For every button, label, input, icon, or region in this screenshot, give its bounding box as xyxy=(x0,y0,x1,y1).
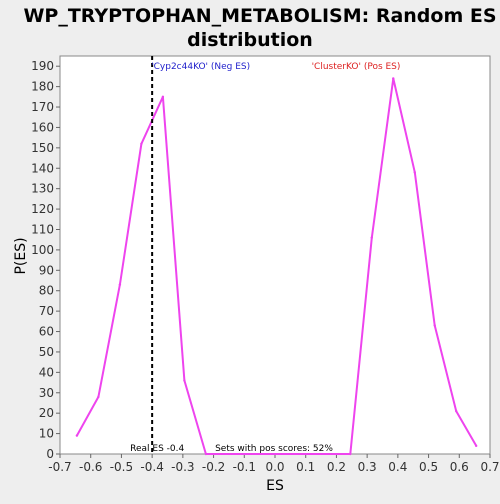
x-tick-label: 0.4 xyxy=(388,460,407,474)
plot-area xyxy=(59,55,491,455)
data-point xyxy=(455,409,458,413)
y-tick-label: 190 xyxy=(31,59,54,73)
x-axis-label: ES xyxy=(266,478,284,494)
y-tick-label: 80 xyxy=(39,284,54,298)
x-tick-label: -0.7 xyxy=(48,460,71,474)
x-tick-label: 0.5 xyxy=(419,460,438,474)
data-point xyxy=(433,324,436,327)
axes: -0.7 -0.6 -0.5 -0.4 -0.3 -0.2 -0.1 0.0 0.1 0.2 0.3… xyxy=(31,59,499,474)
x-tick-label: 0.3 xyxy=(358,460,377,474)
pos-scores-label: Sets with pos scores: 52% xyxy=(215,444,333,454)
y-tick-label: 130 xyxy=(31,182,54,196)
data-point xyxy=(392,77,395,80)
x-tick-label: 0.6 xyxy=(450,460,469,474)
data-point xyxy=(97,395,100,399)
data-point xyxy=(349,452,352,456)
x-tick-label: 0.1 xyxy=(296,460,315,474)
y-tick-label: 160 xyxy=(31,120,54,134)
pos-es-label: 'ClusterKO' (Pos ES) xyxy=(312,62,401,72)
chart-title-line-1: WP_TRYPTOPHAN_METABOLISM: Random ES xyxy=(23,5,496,27)
data-point xyxy=(204,452,208,456)
y-tick-label: 30 xyxy=(39,386,54,400)
y-tick-label: 40 xyxy=(39,365,54,379)
x-tick-label: 0.2 xyxy=(327,460,346,474)
y-tick-label: 60 xyxy=(39,325,54,339)
y-tick-label: 50 xyxy=(39,345,54,359)
x-tick-label: -0.4 xyxy=(140,460,163,474)
data-point xyxy=(161,95,165,99)
y-tick-label: 90 xyxy=(39,263,54,277)
x-tick-label: -0.1 xyxy=(233,460,256,474)
y-tick-label: 0 xyxy=(46,447,54,461)
chart-title-line-2: distribution xyxy=(187,29,313,51)
neg-es-label: 'Cyp2c44KO' (Neg ES) xyxy=(151,62,250,72)
y-tick-label: 120 xyxy=(31,202,54,216)
x-tick-label: 0.7 xyxy=(480,460,499,474)
data-point xyxy=(183,379,186,382)
data-point xyxy=(75,434,79,437)
y-tick-label: 10 xyxy=(39,427,54,441)
data-point xyxy=(118,283,122,286)
data-point xyxy=(413,171,416,174)
y-axis-label: P(ES) xyxy=(13,237,29,274)
data-point xyxy=(370,236,373,239)
y-tick-label: 70 xyxy=(39,304,54,318)
x-tick-label: -0.6 xyxy=(79,460,102,474)
x-tick-label: 0.0 xyxy=(265,460,284,474)
series-layer xyxy=(75,77,478,456)
y-tick-label: 100 xyxy=(31,243,54,257)
y-tick-label: 20 xyxy=(39,406,54,420)
data-point xyxy=(140,142,143,145)
x-tick-label: -0.2 xyxy=(202,460,225,474)
y-tick-label: 150 xyxy=(31,141,54,155)
data-point xyxy=(474,444,478,448)
y-tick-label: 170 xyxy=(31,100,54,114)
y-tick-label: 140 xyxy=(31,161,54,175)
distribution-line xyxy=(76,77,478,455)
x-tick-label: -0.3 xyxy=(171,460,194,474)
y-tick-label: 180 xyxy=(31,80,54,94)
x-tick-label: -0.5 xyxy=(110,460,133,474)
real-es-label: Real ES -0.4 xyxy=(130,444,184,454)
y-tick-label: 110 xyxy=(31,222,54,236)
